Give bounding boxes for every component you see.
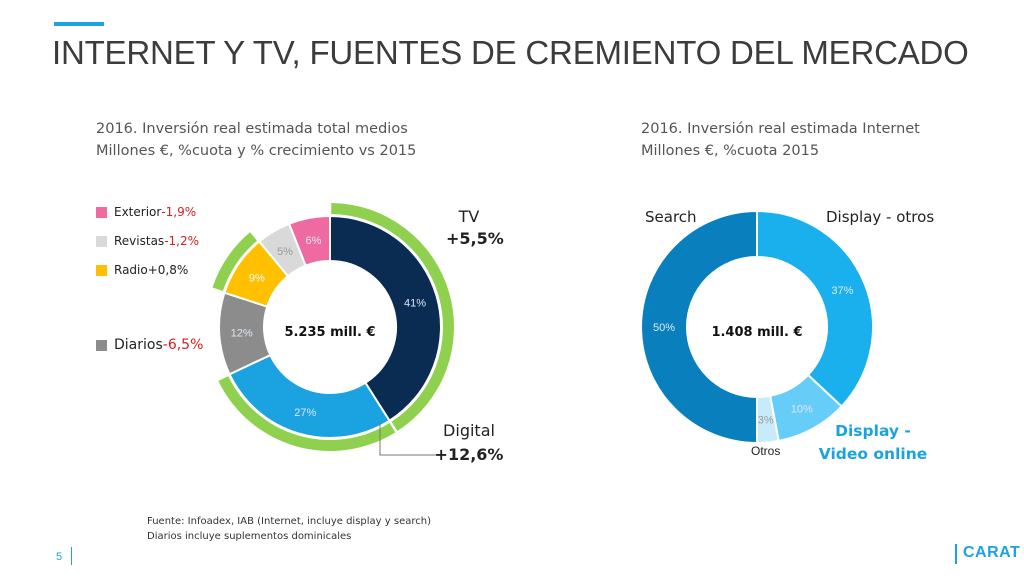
growth-ring-digital	[218, 376, 396, 451]
page-number: 5	[56, 551, 63, 563]
legend-item-revistas: Revistas -1,2%	[96, 234, 199, 248]
title-accent-bar	[54, 22, 104, 26]
slice-exterior	[287, 214, 331, 267]
legend-label-revistas: Revistas	[114, 234, 165, 248]
display-video-label-line-1: Display -	[835, 422, 911, 440]
slice-label-otros: 3%	[758, 415, 774, 427]
left-chart-subtitle: 2016. Inversión real estimada total medi…	[96, 118, 416, 162]
left-subtitle-line-2: Millones €, %cuota y % crecimiento vs 20…	[96, 143, 417, 159]
left-subtitle-line-1: 2016. Inversión real estimada total medi…	[96, 121, 408, 137]
legend-item-exterior: Exterior -1,9%	[96, 205, 196, 219]
legend-swatch-revistas	[96, 235, 107, 247]
page-number-divider	[71, 547, 72, 565]
digital-label: Digital	[443, 421, 495, 440]
slice-label-revistas: 5%	[277, 246, 293, 258]
search-annotation: Search	[645, 208, 697, 226]
legend-item-radio: Radio+0,8%	[96, 263, 188, 277]
legend-swatch-exterior	[96, 206, 107, 218]
legend-label-exterior: Exterior	[114, 205, 162, 219]
footnote-line-2: Diarios incluye suplementos dominicales	[147, 531, 352, 542]
display-video-label-line-2: Video online	[818, 445, 928, 463]
slice-tv	[329, 214, 442, 423]
left-donut-chart: 41% 27% 12% 9% 5% 6%	[212, 203, 454, 451]
legend-item-diarios: Diarios -6,5%	[96, 337, 203, 353]
slice-label-display-video-online: 10%	[791, 403, 813, 415]
legend-swatch-diarios	[96, 339, 107, 351]
slice-label-search: 50%	[653, 322, 675, 334]
right-donut-chart: 37% 10% 3% 50%	[640, 209, 874, 445]
left-center-total: 5.235 mill. €	[284, 325, 375, 340]
display-video-annotation: Display - Video online	[813, 420, 933, 466]
otros-annotation: Otros	[751, 444, 781, 458]
right-subtitle-line-2: Millones €, %cuota 2015	[641, 143, 820, 159]
slice-label-radio: 9%	[249, 272, 265, 284]
digital-leader-line	[379, 422, 438, 456]
legend-change-diarios: -6,5%	[162, 337, 204, 353]
slice-digital	[228, 353, 391, 439]
legend-label-diarios: Diarios	[114, 337, 163, 353]
tv-annotation: TV +5,5%	[446, 206, 504, 250]
tv-change: +5,5%	[446, 229, 504, 248]
slice-search	[640, 209, 758, 445]
slice-label-digital: 27%	[294, 407, 316, 419]
legend-change-exterior: -1,9%	[161, 205, 197, 219]
logo-divider	[955, 544, 957, 564]
slice-label-exterior: 6%	[305, 235, 321, 247]
carat-logo: CARAT	[963, 544, 1021, 561]
digital-annotation: Digital +12,6%	[434, 419, 504, 467]
right-subtitle-line-1: 2016. Inversión real estimada Internet	[641, 121, 920, 137]
footnote-line-1: Fuente: Infoadex, IAB (Internet, incluye…	[147, 516, 431, 527]
legend-change-revistas: -1,2%	[164, 234, 200, 248]
display-otros-annotation: Display - otros	[826, 208, 935, 226]
page-title: INTERNET Y TV, FUENTES DE CREMIENTO DEL …	[52, 34, 969, 71]
legend-swatch-radio	[96, 264, 107, 276]
slice-label-diarios: 12%	[231, 328, 253, 340]
tv-label: TV	[458, 207, 480, 226]
growth-ring-tv	[331, 203, 454, 431]
footnote: Fuente: Infoadex, IAB (Internet, incluye…	[147, 514, 431, 544]
right-chart-subtitle: 2016. Inversión real estimada Internet M…	[641, 118, 920, 162]
growth-ring-radio	[212, 232, 258, 291]
slice-label-display-otros: 37%	[831, 285, 853, 297]
right-center-total: 1.408 mill. €	[711, 325, 802, 340]
legend-label-radio: Radio+0,8%	[114, 263, 189, 277]
slice-label-tv: 41%	[404, 297, 426, 309]
digital-change: +12,6%	[434, 445, 504, 464]
slice-display-otros	[756, 209, 874, 408]
